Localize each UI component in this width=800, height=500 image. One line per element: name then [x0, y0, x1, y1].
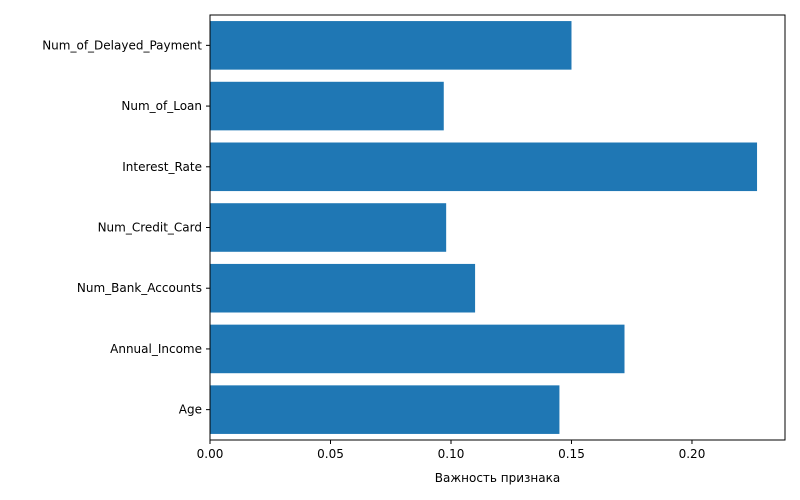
y-tick-label: Num_Credit_Card	[98, 221, 202, 235]
y-tick-label: Num_of_Delayed_Payment	[42, 38, 202, 52]
bar-interest-rate	[210, 143, 757, 192]
y-ticks-group: Age Annual_Income Num_Bank_Accounts Num_Cre…	[42, 38, 210, 416]
x-tick-label: 0.20	[679, 447, 706, 461]
x-ticks-group: 0.00 0.05 0.10 0.15 0.20	[197, 440, 706, 461]
bar-num-credit-card	[210, 203, 446, 252]
x-axis-label: Важность признака	[435, 471, 561, 485]
x-tick-label: 0.15	[558, 447, 585, 461]
bar-age	[210, 385, 559, 434]
x-tick-label: 0.10	[438, 447, 465, 461]
x-tick-label: 0.00	[197, 447, 224, 461]
bars-group	[210, 21, 757, 434]
y-tick-label: Interest_Rate	[122, 160, 202, 174]
y-tick-label: Age	[179, 403, 202, 417]
bar-num-of-delayed-payment	[210, 21, 571, 70]
y-tick-label: Num_Bank_Accounts	[77, 281, 202, 295]
bar-num-bank-accounts	[210, 264, 475, 313]
bar-num-of-loan	[210, 82, 444, 131]
y-tick-label: Num_of_Loan	[121, 99, 202, 113]
bar-annual-income	[210, 325, 625, 374]
y-tick-label: Annual_Income	[110, 342, 202, 356]
x-tick-label: 0.05	[317, 447, 344, 461]
